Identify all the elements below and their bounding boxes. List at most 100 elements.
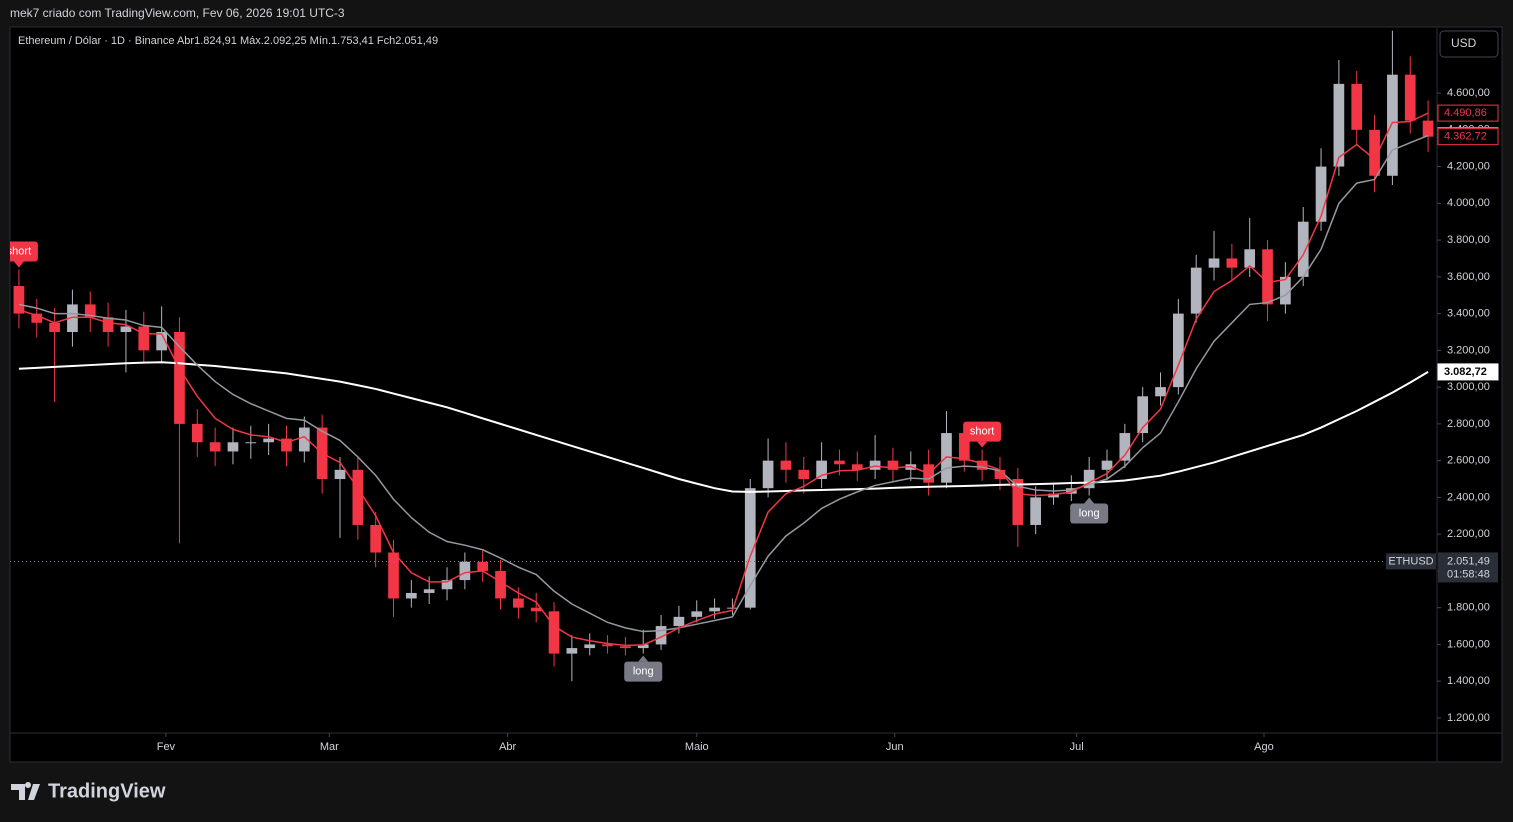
candle-body [1137, 396, 1149, 434]
signal-label: long [1079, 507, 1100, 519]
x-tick-label: Jul [1070, 741, 1084, 753]
candle-body [620, 646, 631, 649]
candle-body [513, 598, 524, 608]
candle-body [958, 433, 970, 461]
candle-body [67, 304, 78, 332]
y-tick-label: 1.800,00 [1447, 602, 1490, 614]
signal-label: short [970, 426, 994, 438]
logo: TradingView [11, 780, 166, 802]
candle-body [1208, 258, 1220, 268]
symbol-label: ETHUSD [1388, 555, 1433, 567]
candle-body [263, 438, 274, 443]
price-tag-label: 2.051,49 [1447, 555, 1490, 567]
y-tick-label: 3.200,00 [1447, 344, 1490, 356]
candle-body [1190, 267, 1202, 314]
candle-body [1083, 469, 1095, 489]
candle-body [798, 469, 810, 480]
candle-body [1155, 387, 1166, 397]
candle-body [637, 644, 649, 649]
candle-body [49, 322, 60, 332]
signal-box [963, 421, 1002, 442]
plot: short long short long [7, 30, 1434, 682]
candle-body [1048, 493, 1059, 498]
candle-body [191, 423, 203, 443]
candle-body [530, 607, 542, 612]
candle-body [709, 607, 720, 612]
candle-body [120, 326, 132, 332]
close-label: 4.362,72 [1444, 131, 1487, 143]
price-tag [1438, 552, 1498, 583]
signal-box [10, 241, 38, 262]
y-tick-label: 1.600,00 [1447, 638, 1490, 650]
y-tick-label: 3.600,00 [1447, 271, 1490, 283]
candle-body [298, 427, 310, 452]
signal-pointer [977, 441, 988, 448]
candle-body [1422, 120, 1434, 137]
header-title: mek7 criado com TradingView.com, Fev 06,… [10, 6, 345, 20]
candle-body [1280, 276, 1291, 305]
candle-body [495, 570, 506, 599]
last-value-label: 3.082,72 [1444, 366, 1487, 378]
countdown-label: 01:58:48 [1447, 568, 1490, 580]
candle-body [691, 611, 703, 617]
candle-body [477, 561, 489, 571]
candle-body [673, 616, 685, 627]
currency-label[interactable]: USD [1451, 36, 1477, 50]
last-value-tag [1437, 363, 1499, 381]
signal-pointer [13, 261, 24, 268]
logo-mark [11, 782, 40, 800]
candle-body [423, 589, 435, 593]
candle-body [851, 464, 863, 470]
signal-box [624, 661, 663, 682]
candle-body [1101, 460, 1113, 470]
y-tick-label: 4.000,00 [1447, 197, 1490, 209]
candle-body [245, 442, 257, 444]
candle-body [13, 286, 25, 314]
candle-body [334, 469, 346, 480]
candle-body [1030, 497, 1042, 525]
y-tick-label: 4.200,00 [1447, 160, 1490, 172]
candle-body [566, 648, 578, 654]
candle-body [1244, 249, 1256, 268]
signal-pointer [638, 655, 649, 662]
signal-box [1070, 503, 1109, 524]
signal-pointer [1084, 497, 1095, 504]
y-tick-label: 3.800,00 [1447, 234, 1490, 246]
x-tick-label: Ago [1254, 741, 1274, 753]
x-tick-label: Maio [685, 741, 709, 753]
y-tick-label: 2.800,00 [1447, 418, 1490, 430]
candle-body [459, 561, 471, 581]
signal-label: short [7, 245, 31, 257]
last-value-label: 4.490,86 [1444, 107, 1487, 119]
candle-body [1369, 129, 1380, 176]
candle-body [156, 331, 167, 351]
candle-body [1119, 433, 1131, 461]
candle-body [1333, 83, 1345, 167]
y-tick-label: 3.000,00 [1447, 381, 1490, 393]
close-tag [1437, 128, 1499, 146]
candle-body [1297, 221, 1309, 277]
candle-body [780, 460, 792, 470]
candle-body [869, 460, 881, 470]
candle-body [352, 469, 364, 525]
ma-line [18, 134, 1429, 633]
candle-body [1404, 74, 1416, 121]
candle-body [602, 644, 613, 647]
candle-body [584, 644, 596, 649]
signal-label: long [633, 666, 654, 678]
candle-body [388, 552, 399, 599]
currency-button[interactable] [1439, 30, 1499, 58]
symbol-tag [1386, 553, 1436, 570]
candle-body [1065, 488, 1077, 494]
candle-body [84, 304, 96, 318]
candle-body [1351, 83, 1363, 130]
last-value-tag [1437, 104, 1499, 122]
candle-body [744, 488, 756, 608]
candle-body [834, 460, 845, 465]
y-tick-label: 2.200,00 [1447, 528, 1490, 540]
ma-line [18, 361, 1429, 493]
x-tick-label: Mar [320, 741, 339, 753]
candle-body [138, 326, 150, 351]
candle-body [994, 469, 1006, 480]
